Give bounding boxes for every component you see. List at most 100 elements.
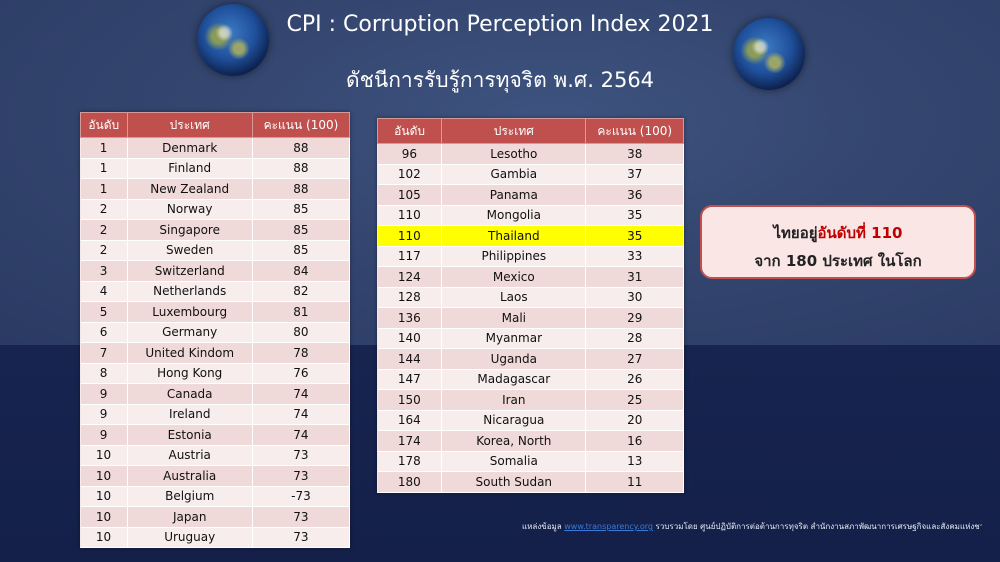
cell-country: Philippines [441,246,587,267]
source-label: แหล่งข้อมูล [522,522,562,531]
cell-country: New Zealand [127,178,253,200]
cell-rank: 8 [80,363,128,384]
table-row: 10 Belgium -73 [80,486,351,507]
table-row: 1 New Zealand 88 [80,178,351,200]
callout-line-1: ไทยอยู่อันดับที่ 110 [702,219,974,247]
cell-country: Switzerland [127,260,253,282]
table-row: 9 Canada 74 [80,383,351,405]
cell-rank: 10 [80,506,128,528]
callout-rank-highlight: อันดับที่ 110 [817,224,903,242]
cell-score: 88 [252,158,351,179]
cell-country: Canada [127,383,253,405]
cell-rank: 144 [377,348,443,370]
cell-country: Laos [441,287,587,308]
cell-country: Somalia [441,451,587,472]
table-row: 2 Norway 85 [80,199,351,220]
cell-country: Ireland [127,404,253,425]
table-row: 147 Madagascar 26 [377,369,684,390]
cell-country: Panama [441,184,587,206]
cell-score: 85 [252,199,351,220]
table-row: 105 Panama 36 [377,184,684,206]
cell-country: Finland [127,158,253,179]
cell-rank: 140 [377,328,443,349]
globe-right-icon [733,18,805,90]
cell-score: 74 [252,424,351,446]
cell-rank: 2 [80,199,128,220]
cell-score: 38 [585,143,684,165]
cell-rank: 5 [80,301,128,323]
cell-score: 88 [252,178,351,200]
cell-rank: 1 [80,178,128,200]
cell-score: 26 [585,369,684,390]
cell-rank: 3 [80,260,128,282]
table-row: 9 Estonia 74 [80,424,351,446]
header-rank: อันดับ [80,112,128,138]
cell-country: Norway [127,199,253,220]
cell-score: 80 [252,322,351,343]
table-row: 110 Mongolia 35 [377,205,684,226]
table-row: 10 Japan 73 [80,506,351,528]
cell-rank: 10 [80,527,128,548]
cell-score: 74 [252,383,351,405]
table-row: 174 Korea, North 16 [377,430,684,452]
cell-score: 30 [585,287,684,308]
cell-score: 88 [252,137,351,159]
cell-score: 73 [252,527,351,548]
table-row: 10 Uruguay 73 [80,527,351,548]
cell-score: 36 [585,184,684,206]
cell-rank: 128 [377,287,443,308]
table-header-row: อันดับ ประเทศ คะแนน (100) [80,112,351,138]
cell-rank: 124 [377,266,443,288]
table-row: 1 Denmark 88 [80,137,351,159]
table-row: 8 Hong Kong 76 [80,363,351,384]
table-row: 102 Gambia 37 [377,164,684,185]
table-row: 117 Philippines 33 [377,246,684,267]
callout-prefix: ไทยอยู่ [773,224,818,242]
cell-score: 33 [585,246,684,267]
cell-score: 82 [252,281,351,302]
table-row: 128 Laos 30 [377,287,684,308]
cell-score: 78 [252,342,351,364]
table-row: 150 Iran 25 [377,389,684,411]
header-score: คะแนน (100) [251,112,351,138]
cell-country: Iran [441,389,587,411]
source-credit: รวบรวมโดย ศูนย์ปฏิบัติการต่อต้านการทุจริ… [655,522,982,531]
cell-rank: 10 [80,445,128,466]
cell-country: Belgium [127,486,253,507]
cell-score: 81 [252,301,351,323]
cell-country: Uruguay [127,527,253,548]
cell-country: Uganda [441,348,587,370]
cell-score: 76 [252,363,351,384]
table-row: 3 Switzerland 84 [80,260,351,282]
thailand-rank-callout: ไทยอยู่อันดับที่ 110 จาก 180 ประเทศ ในโล… [700,205,976,279]
cell-rank: 164 [377,410,443,431]
cell-rank: 10 [80,465,128,487]
cell-country: Germany [127,322,253,343]
cell-score: 73 [252,465,351,487]
cell-rank: 9 [80,404,128,425]
cell-rank: 9 [80,383,128,405]
cell-country: Mali [441,307,587,329]
cell-country: Nicaragua [441,410,587,431]
cell-score: 11 [585,471,684,493]
callout-line-2: จาก 180 ประเทศ ในโลก [754,252,922,270]
cell-score: 29 [585,307,684,329]
cell-rank: 102 [377,164,443,185]
cell-country: Korea, North [441,430,587,452]
table-row: 4 Netherlands 82 [80,281,351,302]
source-link[interactable]: www.transparency.org [564,522,653,531]
cell-country: Myanmar [441,328,587,349]
table-header-row: อันดับ ประเทศ คะแนน (100) [376,118,684,144]
cell-score: 25 [585,389,684,411]
cell-score: 16 [585,430,684,452]
cell-rank: 1 [80,158,128,179]
cell-rank: 178 [377,451,443,472]
page-subtitle: ดัชนีการรับรู้การทุจริต พ.ศ. 2564 [345,68,655,92]
cell-score: 28 [585,328,684,349]
cell-country: Mexico [441,266,587,288]
header-country: ประเทศ [126,112,253,138]
cell-country: Thailand [441,225,587,247]
table-row: 96 Lesotho 38 [377,143,684,165]
cell-country: Gambia [441,164,587,185]
source-footnote: แหล่งข้อมูล www.transparency.org รวบรวมโ… [522,520,982,533]
